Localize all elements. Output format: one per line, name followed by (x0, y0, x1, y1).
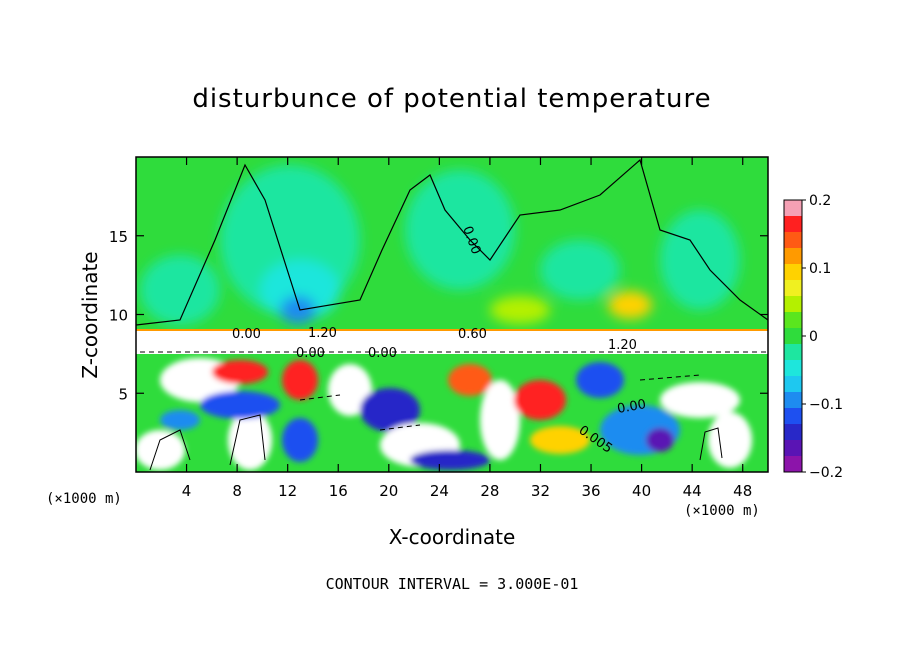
colorbar-swatch (784, 200, 802, 217)
contour-lower (149, 414, 723, 471)
colorbar-swatch (784, 456, 802, 473)
contour-label: 0.00 (616, 397, 647, 417)
contour-label: 0.00 (368, 346, 397, 361)
x-tick-label: 28 (480, 482, 499, 500)
x-tick-label: 24 (430, 482, 449, 500)
heatmap-field (136, 157, 768, 472)
colorbar-swatch (784, 408, 802, 425)
colorbar: 0.2 0.1 0 −0.1 −0.2 (783, 193, 843, 481)
contour-upper (136, 158, 768, 326)
y-axis: 5 10 15 (109, 228, 768, 403)
colorbar-swatch (784, 344, 802, 361)
colorbar-swatch (784, 248, 802, 265)
upper-anomalies (140, 165, 740, 325)
y-tick-label: 10 (109, 307, 128, 325)
colorbar-swatch (784, 232, 802, 249)
x-tick-label: 32 (531, 482, 550, 500)
colorbar-tick-label: −0.1 (809, 397, 843, 413)
chart-title: disturbunce of potential temperature (192, 84, 712, 114)
contour-label: 1.20 (308, 326, 337, 341)
x-tick-label: 8 (232, 482, 242, 500)
colorbar-swatch (784, 424, 802, 441)
x-tick-label: 44 (683, 482, 702, 500)
y-tick-label: 5 (118, 385, 128, 403)
colorbar-swatch (784, 376, 802, 393)
colorbar-swatch (784, 216, 802, 233)
colorbar-tick-label: 0 (809, 329, 818, 345)
x-unit-label-left: (×1000 m) (46, 491, 122, 507)
contour-interval-note: CONTOUR INTERVAL = 3.000E-01 (325, 575, 579, 593)
colorbar-tick-label: 0.1 (809, 261, 831, 277)
colorbar-swatch (784, 280, 802, 297)
contour-label: 1.20 (608, 338, 637, 353)
colorbar-swatch (784, 440, 802, 457)
x-tick-label: 12 (278, 482, 297, 500)
x-tick-label: 40 (632, 482, 651, 500)
colorbar-swatch (784, 360, 802, 377)
contour-label: 0.60 (458, 327, 487, 342)
contour-label: 0.00 (232, 327, 261, 342)
colorbar-swatch (784, 312, 802, 329)
contour-dashed (140, 351, 768, 431)
x-axis-label: X-coordinate (388, 525, 516, 549)
x-unit-label-right: (×1000 m) (684, 503, 760, 519)
colorbar-swatch (784, 392, 802, 409)
colorbar-tick-label: −0.2 (809, 465, 843, 481)
colorbar-swatch (784, 296, 802, 313)
colorbar-tick-label: 0.2 (809, 193, 831, 209)
x-tick-label: 48 (733, 482, 752, 500)
y-tick-label: 15 (109, 228, 128, 246)
interface-band (136, 330, 768, 354)
x-tick-label: 4 (182, 482, 192, 500)
x-axis: 4 8 12 16 20 24 28 32 36 40 44 48 (182, 157, 752, 500)
colorbar-swatch (784, 328, 802, 345)
x-tick-label: 20 (379, 482, 398, 500)
colorbar-swatch (784, 264, 802, 281)
x-tick-label: 16 (329, 482, 348, 500)
contour-label: 0.00 (296, 346, 325, 361)
x-tick-label: 36 (581, 482, 600, 500)
